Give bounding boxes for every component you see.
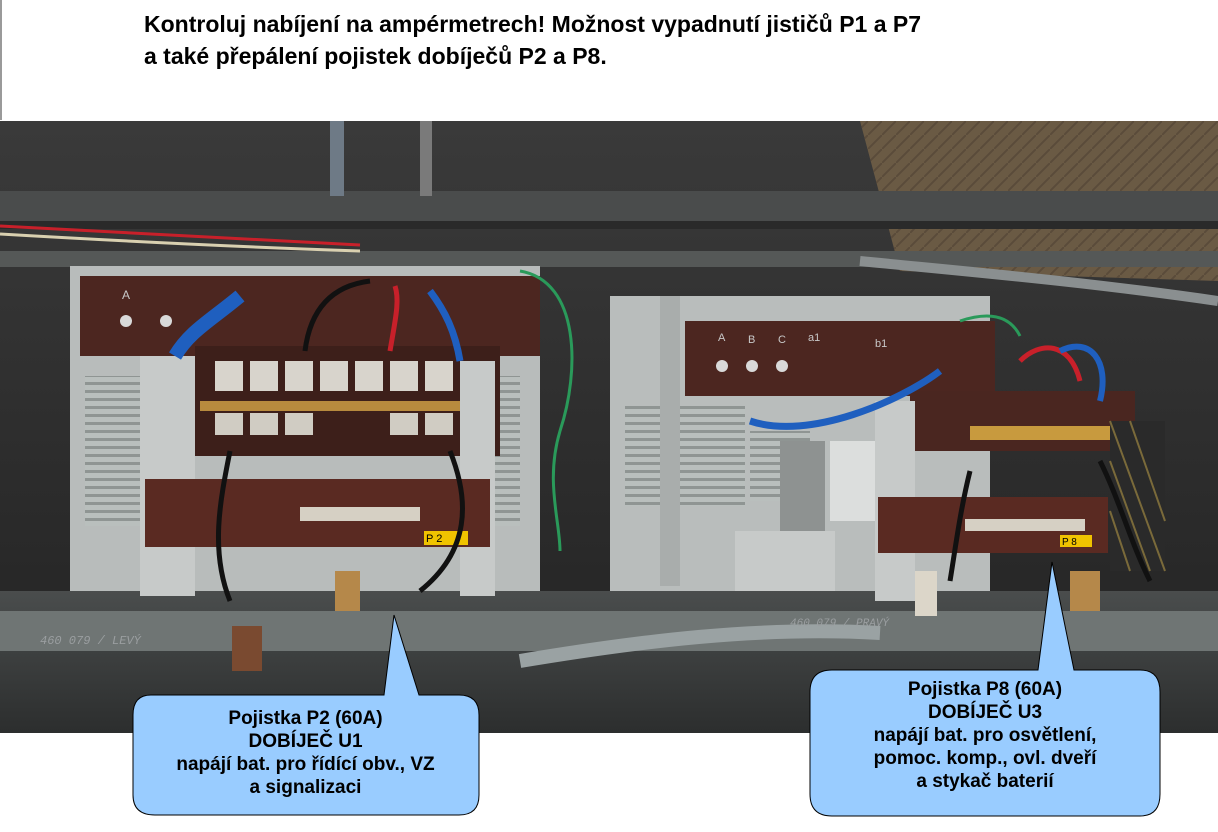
left-terminal-label: A [122, 288, 130, 302]
callout-fuse-p8: Pojistka P8 (60A) DOBÍJEČ U3 napájí bat.… [806, 550, 1164, 820]
right-plate-label: P 8 [1062, 537, 1077, 548]
callout-bubble-shape [132, 614, 480, 816]
right-terminal-label-b: B [748, 334, 755, 346]
callout-left-line-1: Pojistka P2 (60A) [228, 708, 383, 729]
callout-right-line-3: napájí bat. pro osvětlení, [873, 725, 1097, 746]
equipment-photo-drawing: A P 2 [0, 121, 1218, 733]
right-frame-marking: 460 079 / PRAVÝ [790, 616, 890, 630]
slide-frame-edge [0, 0, 2, 120]
left-plate-label: P 2 [426, 533, 442, 545]
right-terminal-label-a1: a1 [808, 332, 820, 344]
callout-bubble-shape [809, 561, 1161, 817]
callout-right-line-1: Pojistka P8 (60A) [907, 679, 1063, 700]
callout-right-line-5: a stykač baterií [916, 771, 1054, 792]
left-frame-marking: 460 079 / LEVÝ [40, 633, 142, 648]
right-terminal-label-a: A [718, 332, 726, 344]
left-charger-unit: A P 2 [40, 266, 574, 648]
right-charger-unit: A B C a1 b1 P 8 [610, 296, 1166, 630]
heading-line-2: a také přepálení pojistek dobíječů P2 a … [144, 43, 607, 69]
slide-heading: Kontroluj nabíjení na ampérmetrech! Možn… [144, 8, 1144, 72]
right-terminal-label-c: C [778, 334, 786, 346]
callout-fuse-p2: Pojistka P2 (60A) DOBÍJEČ U1 napájí bat.… [129, 565, 482, 820]
callout-right-line-2: DOBÍJEČ U3 [927, 702, 1043, 723]
callout-left-line-3: napájí bat. pro řídící obv., VZ [176, 754, 435, 775]
callout-right-line-4: pomoc. komp., ovl. dveří [873, 748, 1097, 769]
heading-line-1: Kontroluj nabíjení na ampérmetrech! Možn… [144, 11, 922, 37]
callout-left-line-2: DOBÍJEČ U1 [248, 731, 363, 752]
callout-left-line-4: a signalizaci [249, 777, 362, 798]
right-terminal-label-b1: b1 [875, 338, 887, 350]
equipment-photo: A P 2 [0, 121, 1218, 733]
